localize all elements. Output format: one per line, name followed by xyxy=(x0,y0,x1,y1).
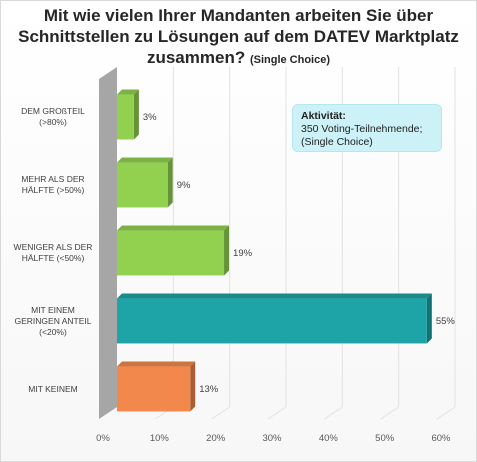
bar-top-face xyxy=(117,293,432,299)
y-category-label-line: GERINGEN ANTEIL xyxy=(14,315,92,326)
data-label: 19% xyxy=(233,248,253,259)
bar xyxy=(117,94,134,140)
y-category-label: MEHR ALS DER HÄLFTE (>50%) xyxy=(3,174,103,196)
x-tick-label: 30% xyxy=(262,433,282,444)
chart-subtitle: (Single Choice) xyxy=(249,54,331,66)
data-label: 55% xyxy=(436,316,456,327)
y-category-label-line: HÄLFTE (<50%) xyxy=(21,253,85,263)
bar xyxy=(117,162,168,208)
data-label: 13% xyxy=(199,384,219,395)
x-tick-label: 50% xyxy=(375,433,395,444)
gridline-floor xyxy=(211,406,230,420)
y-category-label-line: WENIGER ALS DER xyxy=(13,242,93,252)
info-line-2: (Single Choice) xyxy=(301,136,373,148)
x-tick-label: 40% xyxy=(319,433,339,444)
y-category-label-line: (>80%) xyxy=(39,117,67,127)
axis-wall xyxy=(99,67,117,419)
bar-side-face xyxy=(190,361,196,412)
info-heading: Aktivität: xyxy=(301,110,346,122)
bar-top-face xyxy=(117,157,173,163)
y-category-label-line: HÄLFTE (>50%) xyxy=(21,185,85,195)
x-tick-label: 20% xyxy=(206,433,226,444)
y-category-label: MIT KEINEM xyxy=(3,384,103,395)
bar xyxy=(117,366,191,412)
x-tick-label: 0% xyxy=(96,433,110,444)
bar-side-face xyxy=(426,293,432,344)
gridline-floor xyxy=(436,406,456,420)
y-category-label: DEM GROßTEIL (>80%) xyxy=(3,106,103,128)
y-category-label: WENIGER ALS DER HÄLFTE (<50%) xyxy=(3,242,103,264)
chart-title: Mit wie vielen Ihrer Mandanten arbeiten … xyxy=(1,5,476,71)
bar xyxy=(117,230,225,276)
y-category-label-line: MEHR ALS DER xyxy=(21,174,85,184)
gridline-floor xyxy=(267,406,287,420)
chart-title-text: Mit wie vielen Ihrer Mandanten arbeiten … xyxy=(18,6,459,67)
data-label: 3% xyxy=(143,112,157,123)
y-category-label-line: MIT KEINEM xyxy=(28,383,78,394)
gridline-floor xyxy=(324,406,343,420)
gridline-floor xyxy=(380,406,399,420)
x-tick-label: 10% xyxy=(150,433,170,444)
y-category-label-line: DEM GROßTEIL xyxy=(21,106,85,116)
bar-top-face xyxy=(117,89,139,95)
info-line-1: 350 Voting-Teilnehmende; xyxy=(301,123,423,135)
y-category-label: MIT EINEM GERINGEN ANTEIL (<20%) xyxy=(3,305,103,338)
bar-side-face xyxy=(133,89,139,140)
bar xyxy=(117,298,427,344)
y-category-label-line: MIT EINEM xyxy=(31,304,75,315)
bar-side-face xyxy=(224,225,230,276)
bar-top-face xyxy=(117,361,196,367)
y-category-label-line: (<20%) xyxy=(39,326,67,337)
bar-side-face xyxy=(167,157,173,208)
data-label: 9% xyxy=(177,180,191,191)
x-tick-label: 60% xyxy=(431,433,451,444)
info-box: Aktivität: 350 Voting-Teilnehmende; (Sin… xyxy=(292,104,442,152)
bar-top-face xyxy=(117,225,230,231)
